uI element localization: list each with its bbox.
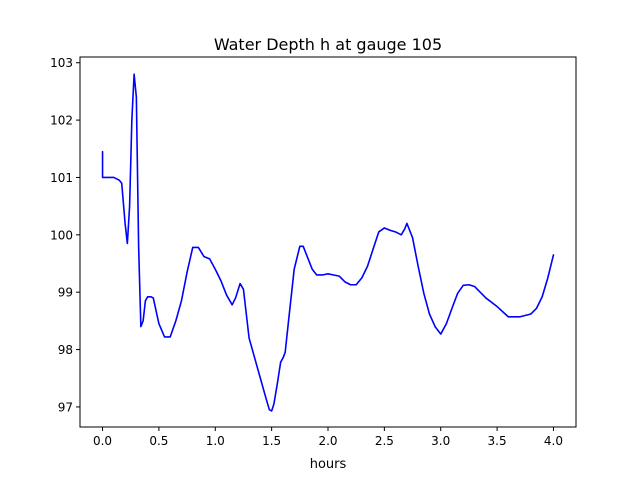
x-tick-label: 1.5 xyxy=(262,434,281,448)
x-tick-label: 4.0 xyxy=(544,434,563,448)
y-tick-label: 99 xyxy=(58,286,73,300)
y-tick-label: 98 xyxy=(58,343,73,357)
y-tick-label: 101 xyxy=(50,171,73,185)
x-tick-label: 2.0 xyxy=(318,434,337,448)
plot-area xyxy=(101,73,555,412)
axes: 0.0 0.5 1.0 1.5 2.0 2.5 3.0 3.5 4.0 97 98 99 100 101 1… xyxy=(50,56,577,448)
x-tick-label: 3.0 xyxy=(431,434,450,448)
x-tick-label: 1.0 xyxy=(206,434,225,448)
x-tick-label: 2.5 xyxy=(375,434,394,448)
y-tick-label: 102 xyxy=(50,114,73,128)
chart-title: Water Depth h at gauge 105 xyxy=(214,35,442,54)
y-tick-label: 103 xyxy=(50,56,73,70)
x-axis-label: hours xyxy=(310,457,347,472)
y-tick-label: 100 xyxy=(50,228,73,242)
x-tick-label: 0.5 xyxy=(149,434,168,448)
x-tick-label: 0.0 xyxy=(93,434,112,448)
y-tick-label: 97 xyxy=(58,400,73,414)
series-line-0 xyxy=(101,73,555,412)
x-tick-label: 3.5 xyxy=(488,434,507,448)
